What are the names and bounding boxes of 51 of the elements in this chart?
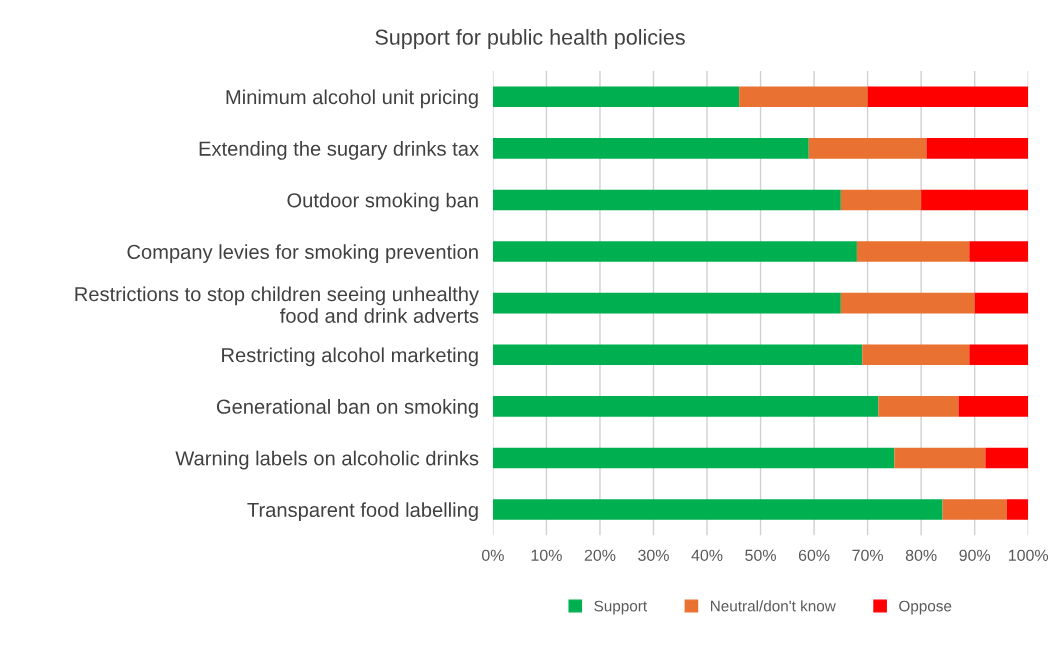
bar [840,292,975,314]
bar [958,396,1029,417]
x-tick-label: 60% [798,549,830,561]
bar [974,292,1029,314]
bar [492,344,863,366]
bar [808,138,927,159]
y-tick-label: Outdoor smoking ban [287,192,478,212]
x-tick-label: 50% [745,549,776,561]
y-tick-label: Transparent food labelling [247,502,478,522]
bar [878,396,959,417]
bar [492,86,740,108]
legend-label: Oppose [899,600,952,615]
bar [856,241,970,262]
bar [492,292,841,314]
y-tick-label: Minimum alcohol unit pricing [226,89,478,109]
bar [985,447,1029,469]
legend-label: Neutral/don't know [711,600,836,612]
y-tick-label: Restricting alcohol marketing [222,347,478,367]
x-tick-label: 70% [852,549,884,561]
x-tick-label: 90% [959,549,991,561]
x-tick-label: 10% [531,549,562,561]
bar [969,241,1029,262]
bar [969,344,1029,366]
x-tick-label: 0% [481,549,504,561]
bar [492,241,857,262]
y-tick-label: Generational ban on smoking [216,399,478,418]
bar [492,396,879,417]
bar [492,447,895,469]
y-tick-label: Extending the sugary drinks tax [199,141,479,160]
y-tick-label: Restrictions to stop children seeing unhealthy food and drink adverts [75,286,479,323]
x-tick-label: 100% [1008,549,1049,561]
y-tick-label: Warning labels on alcoholic drinks [175,450,479,470]
bar [492,189,841,211]
x-tick-label: 20% [584,549,616,561]
bar [862,344,970,366]
bar [867,86,1029,108]
y-tick-label: Company levies for smoking prevention [127,244,478,264]
chart-title: Support for public health policies [375,29,685,50]
x-tick-label: 80% [905,549,937,561]
bar [921,189,1029,211]
bar [926,138,1029,159]
bar [739,86,868,108]
bar [492,499,943,520]
bar [894,447,986,469]
bar [942,499,1007,520]
legend-label: Support [594,600,647,615]
bar [492,138,809,159]
bar [840,189,922,211]
x-tick-label: 40% [691,549,723,561]
x-tick-label: 30% [638,549,669,561]
bar [1006,499,1029,520]
